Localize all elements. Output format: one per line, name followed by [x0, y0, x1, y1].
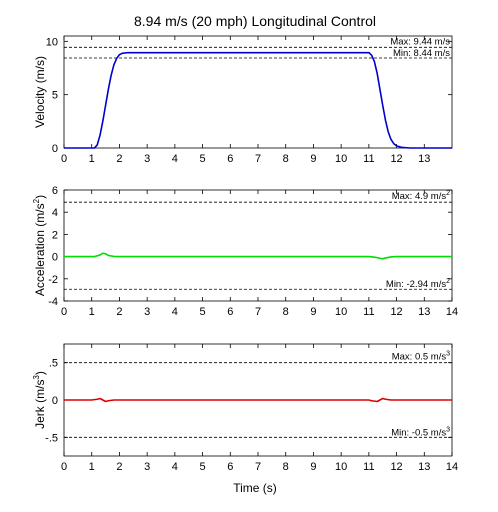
- x-tick-label: 10: [335, 461, 347, 473]
- x-tick-label: 14: [446, 306, 458, 318]
- x-tick-label: 0: [61, 306, 67, 318]
- y-tick-label: 0: [52, 143, 58, 155]
- x-tick-label: 6: [227, 153, 233, 165]
- x-tick-label: 8: [283, 461, 289, 473]
- x-tick-label: 5: [200, 153, 206, 165]
- x-tick-label: 0: [61, 461, 67, 473]
- x-tick-label: 7: [255, 306, 261, 318]
- x-tick-label: 12: [390, 153, 402, 165]
- x-tick-label: 12: [390, 461, 402, 473]
- x-tick-label: 13: [418, 306, 430, 318]
- limit-label: Max: 0.5 m/s3: [392, 351, 450, 363]
- limit-label: Max: 4.9 m/s2: [392, 190, 450, 202]
- x-tick-label: 3: [144, 306, 150, 318]
- y-axis-label: Velocity (m/s): [33, 56, 47, 128]
- y-tick-label: .5: [49, 358, 58, 370]
- x-tick-label: 10: [335, 306, 347, 318]
- y-tick-label: -.5: [45, 432, 58, 444]
- x-tick-label: 7: [255, 461, 261, 473]
- x-tick-label: 1: [89, 306, 95, 318]
- x-tick-label: 6: [227, 306, 233, 318]
- x-tick-label: 4: [172, 461, 178, 473]
- y-tick-label: 5: [52, 90, 58, 102]
- x-tick-label: 4: [172, 306, 178, 318]
- x-tick-label: 4: [172, 153, 178, 165]
- x-axis-label: Time (s): [233, 481, 277, 495]
- x-tick-label: 3: [144, 153, 150, 165]
- chart-title: 8.94 m/s (20 mph) Longitudinal Control: [134, 13, 376, 29]
- x-tick-label: 12: [390, 306, 402, 318]
- y-axis-label: Jerk (m/s3): [32, 371, 47, 429]
- x-tick-label: 11: [363, 153, 374, 165]
- x-tick-label: 5: [200, 306, 206, 318]
- series-line: [64, 252, 452, 260]
- x-tick-label: 6: [227, 461, 233, 473]
- y-tick-label: 0: [52, 252, 58, 264]
- series-line: [64, 51, 452, 149]
- y-tick-label: -4: [48, 296, 58, 308]
- y-axis-label: Acceleration (m/s2): [32, 195, 47, 296]
- x-tick-label: 9: [310, 153, 316, 165]
- x-tick-label: 11: [363, 306, 374, 318]
- x-tick-label: 1: [89, 461, 95, 473]
- y-tick-label: 4: [52, 207, 58, 219]
- limit-label: Min: -2.94 m/s2: [386, 278, 450, 290]
- x-tick-label: 13: [418, 153, 430, 165]
- limit-label: Min: 8.44 m/s: [393, 48, 450, 59]
- limit-label: Max: 9.44 m/s: [390, 36, 450, 47]
- x-tick-label: 14: [446, 461, 458, 473]
- x-tick-label: 2: [116, 153, 122, 165]
- x-tick-label: 8: [283, 153, 289, 165]
- x-tick-label: 2: [116, 461, 122, 473]
- limit-label: Min: -0.5 m/s3: [391, 426, 450, 438]
- y-tick-label: -2: [48, 274, 58, 286]
- x-tick-label: 11: [363, 461, 374, 473]
- x-tick-label: 1: [89, 153, 95, 165]
- x-tick-label: 2: [116, 306, 122, 318]
- y-tick-label: 6: [52, 185, 58, 197]
- x-tick-label: 0: [61, 153, 67, 165]
- x-tick-label: 7: [255, 153, 261, 165]
- x-tick-label: 5: [200, 461, 206, 473]
- y-tick-label: 10: [46, 36, 58, 48]
- x-tick-label: 13: [418, 461, 430, 473]
- x-tick-label: 8: [283, 306, 289, 318]
- x-tick-label: 9: [310, 461, 316, 473]
- y-tick-label: 0: [52, 395, 58, 407]
- x-tick-label: 3: [144, 461, 150, 473]
- x-tick-label: 9: [310, 306, 316, 318]
- y-tick-label: 2: [52, 229, 58, 241]
- series-line: [64, 397, 452, 403]
- x-tick-label: 10: [335, 153, 347, 165]
